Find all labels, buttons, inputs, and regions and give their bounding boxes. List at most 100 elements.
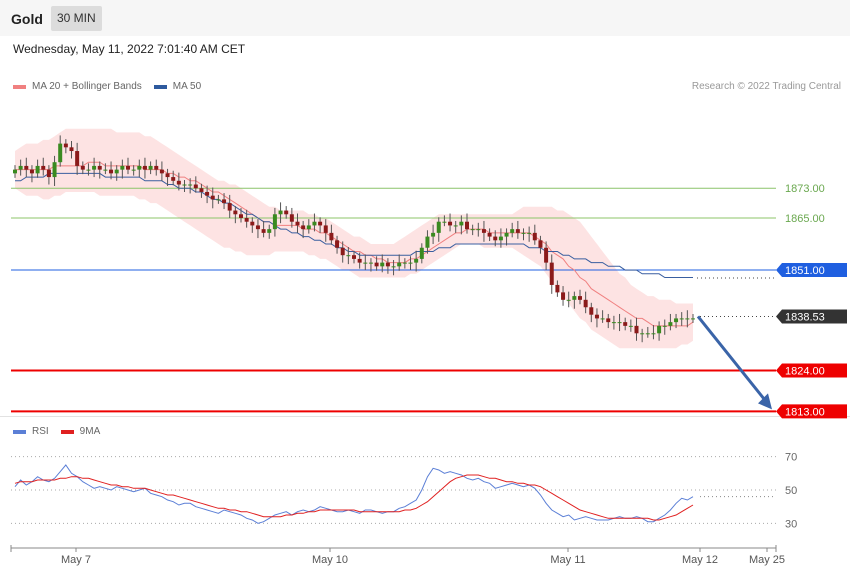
candle-body <box>103 169 108 171</box>
legend-item-ma20: MA 20 + Bollinger Bands <box>13 81 142 92</box>
legend-label-rsi: RSI <box>32 426 49 437</box>
level-1838-53-label: 1838.53 <box>785 311 825 323</box>
candle-body <box>182 184 187 186</box>
candle-body <box>233 210 238 215</box>
candle-body <box>80 165 85 170</box>
candle-body <box>481 229 486 233</box>
candle-body <box>431 232 436 237</box>
candle-body <box>131 169 136 171</box>
panel-separator <box>0 416 850 417</box>
candle-body <box>645 333 650 335</box>
candle-body <box>668 322 673 326</box>
candle-body <box>58 143 63 163</box>
legend-swatch-ma20 <box>13 84 26 89</box>
level-1824-00-label: 1824.00 <box>785 365 825 377</box>
candle-body <box>385 262 390 267</box>
candle-body <box>380 262 385 267</box>
legend-label-ma50: MA 50 <box>172 81 202 92</box>
candle-body <box>289 214 294 222</box>
candle-body <box>154 165 159 170</box>
candle-body <box>470 229 475 231</box>
candle-body <box>459 221 464 226</box>
candle-body <box>346 255 351 257</box>
rsi-ref-label-70: 70 <box>785 452 797 464</box>
candle-body <box>75 151 80 166</box>
legend-label-9ma: 9MA <box>79 426 101 437</box>
candle-body <box>165 173 170 178</box>
legend-swatch-rsi <box>13 429 26 434</box>
candle-body <box>120 165 125 170</box>
candle-body <box>244 217 249 222</box>
rsi-series-rsi <box>14 464 694 524</box>
candle-body <box>301 225 306 230</box>
candle-body <box>86 169 91 171</box>
candle-body <box>493 236 498 241</box>
level-1851-00-label: 1851.00 <box>785 265 825 277</box>
candle-body <box>555 284 560 293</box>
candle-body <box>318 221 323 226</box>
candle-body <box>250 221 255 226</box>
level-1865-00-label: 1865.00 <box>785 213 825 225</box>
candle-body <box>24 165 29 170</box>
candle-body <box>69 147 74 152</box>
candle-body <box>685 318 690 320</box>
candle-body <box>188 184 193 186</box>
candle-body <box>640 333 645 335</box>
candle-body <box>623 322 628 326</box>
candle-body <box>679 318 684 320</box>
candle-body <box>465 221 469 230</box>
timeframe-button[interactable]: 30 MIN <box>51 6 102 31</box>
candle-body <box>193 184 198 189</box>
candle-body <box>651 333 656 335</box>
candle-body <box>634 325 639 334</box>
x-tick-label: May 12 <box>682 554 718 566</box>
rsi-legend: RSI 9MA <box>13 426 112 437</box>
candle-body <box>295 221 300 226</box>
candle-body <box>436 221 441 233</box>
candle-body <box>176 180 181 185</box>
candle-body <box>527 232 532 234</box>
candle-body <box>329 232 334 241</box>
candle-body <box>137 165 142 170</box>
legend-item-rsi: RSI <box>13 426 49 437</box>
legend-item-9ma: 9MA <box>60 426 101 437</box>
candle-body <box>29 169 34 174</box>
candle-body <box>391 266 396 268</box>
candle-body <box>114 169 119 174</box>
candle-body <box>538 240 543 248</box>
x-tick-label: May 7 <box>61 554 91 566</box>
candle-body <box>363 262 368 264</box>
candle-body <box>589 307 594 315</box>
candle-body <box>583 299 588 308</box>
rsi-ref-label-50: 50 <box>785 485 797 497</box>
rsi-ref-label-30: 30 <box>785 518 797 530</box>
x-tick-label: May 25 <box>749 554 785 566</box>
candle-body <box>41 165 46 170</box>
candle-body <box>306 225 311 230</box>
candle-body <box>109 169 114 174</box>
candle-body <box>210 195 215 200</box>
candle-body <box>448 221 453 226</box>
candle-body <box>148 165 153 170</box>
level-1813-00-label: 1813.00 <box>785 406 825 418</box>
candle-body <box>222 199 227 204</box>
legend-label-ma20: MA 20 + Bollinger Bands <box>32 81 142 92</box>
chart-header: Gold 30 MIN <box>0 0 850 36</box>
candle-body <box>261 229 266 233</box>
candle-body <box>611 322 616 324</box>
main-legend: MA 20 + Bollinger Bands MA 50 <box>13 81 213 92</box>
candle-body <box>544 247 549 263</box>
candle-body <box>267 229 272 233</box>
candle-body <box>566 299 571 301</box>
candle-body <box>199 188 204 192</box>
candle-body <box>205 191 210 196</box>
candle-body <box>52 162 57 178</box>
candle-body <box>453 225 458 227</box>
chart-datetime: Wednesday, May 11, 2022 7:01:40 AM CET <box>13 42 246 56</box>
candle-body <box>617 322 622 324</box>
candle-body <box>142 165 147 170</box>
candle-body <box>414 258 419 263</box>
candle-body <box>374 262 379 267</box>
candle-body <box>674 318 679 323</box>
forecast-arrow-head <box>758 393 772 410</box>
